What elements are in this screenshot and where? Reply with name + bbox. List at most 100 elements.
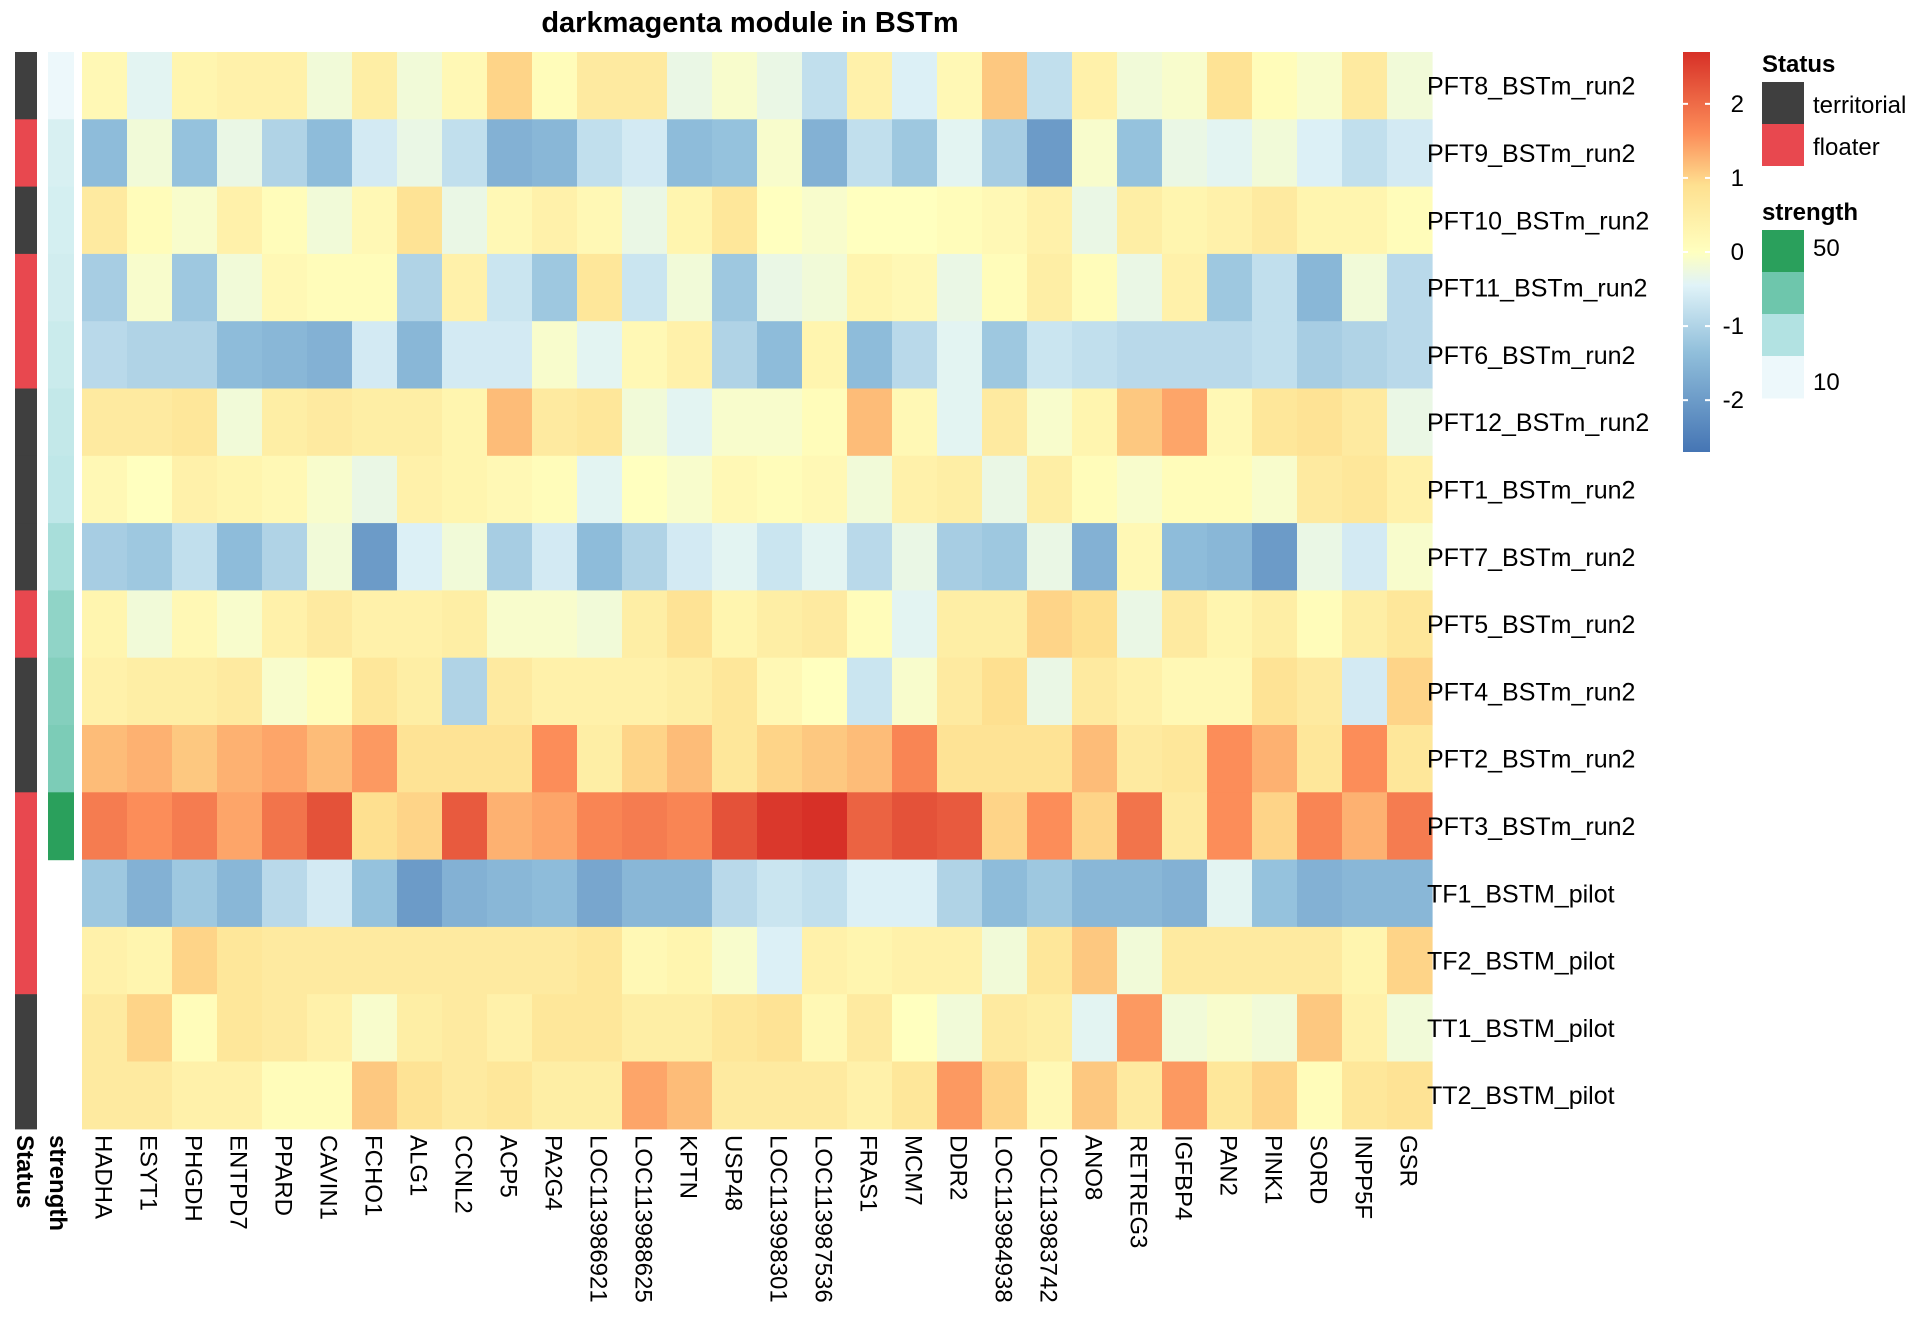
heatmap-cell xyxy=(1387,119,1433,188)
heatmap-cell xyxy=(982,926,1028,995)
status-legend-title: Status xyxy=(1762,51,1835,78)
heatmap-cell xyxy=(577,523,623,591)
heatmap-cell xyxy=(82,253,128,322)
heatmap-cell xyxy=(1072,523,1118,591)
heatmap-cell xyxy=(1207,321,1253,390)
heatmap-cell xyxy=(937,321,983,390)
heatmap-cell xyxy=(1297,859,1343,928)
column-label: CCNL2 xyxy=(450,1135,477,1214)
heatmap-cell xyxy=(307,321,353,390)
heatmap-cell xyxy=(397,321,443,390)
heatmap-cell xyxy=(442,186,488,255)
row-label: TF2_BSTM_pilot xyxy=(1427,948,1615,976)
heatmap-cell xyxy=(757,1061,803,1130)
heatmap-cell xyxy=(1162,590,1208,659)
heatmap-cell xyxy=(1162,253,1208,322)
heatmap-cell xyxy=(892,455,938,524)
strength-legend-swatch xyxy=(1762,230,1804,273)
strength-legend-title: strength xyxy=(1762,199,1858,226)
heatmap-cell xyxy=(622,1061,668,1130)
heatmap-cell xyxy=(352,792,398,861)
heatmap-cell xyxy=(127,523,173,591)
heatmap-cell xyxy=(802,186,848,255)
column-label: FRAS1 xyxy=(855,1135,882,1212)
heatmap-cell xyxy=(1207,590,1253,659)
heatmap-cell xyxy=(1207,926,1253,995)
heatmap-cell xyxy=(217,186,263,255)
heatmap-cell xyxy=(802,792,848,861)
heatmap-cell xyxy=(1027,859,1073,928)
column-label: SORD xyxy=(1305,1135,1332,1204)
heatmap-cell xyxy=(442,859,488,928)
heatmap-cell xyxy=(1342,657,1388,726)
column-label: LOC113998301 xyxy=(765,1135,792,1303)
heatmap-cell xyxy=(757,725,803,793)
heatmap-cell xyxy=(622,994,668,1063)
heatmap-cell xyxy=(1027,52,1073,120)
row-label: PFT9_BSTm_run2 xyxy=(1427,140,1635,168)
heatmap-cell xyxy=(892,321,938,390)
heatmap-cell xyxy=(442,1061,488,1130)
heatmap-cell xyxy=(1252,926,1298,995)
heatmap-cell xyxy=(397,52,443,120)
heatmap-cell xyxy=(487,523,533,591)
heatmap-cell xyxy=(667,657,713,726)
heatmap-cell xyxy=(1027,455,1073,524)
heatmap-cell xyxy=(1072,321,1118,390)
status-cell xyxy=(15,792,37,861)
heatmap-cell xyxy=(982,994,1028,1063)
heatmap-cell xyxy=(577,52,623,120)
row-label: TF1_BSTM_pilot xyxy=(1427,880,1615,908)
heatmap-cell xyxy=(442,523,488,591)
heatmap-cell xyxy=(487,186,533,255)
heatmap-cell xyxy=(1342,725,1388,793)
heatmap-cell xyxy=(937,994,983,1063)
heatmap-cell xyxy=(1117,1061,1163,1130)
heatmap-cell xyxy=(442,994,488,1063)
heatmap-cell xyxy=(1252,455,1298,524)
heatmap-cell xyxy=(262,994,308,1063)
heatmap-cell xyxy=(487,253,533,322)
heatmap-cell xyxy=(82,388,128,457)
column-label: ESYT1 xyxy=(135,1135,162,1211)
heatmap-cell xyxy=(982,657,1028,726)
column-label: ALG1 xyxy=(405,1135,432,1196)
heatmap-cell xyxy=(1297,455,1343,524)
heatmap-cell xyxy=(892,792,938,861)
heatmap-cell xyxy=(1162,523,1208,591)
heatmap-cell xyxy=(307,523,353,591)
heatmap-cell xyxy=(712,388,758,457)
heatmap-cell xyxy=(622,926,668,995)
heatmap-cell xyxy=(847,657,893,726)
heatmap-cell xyxy=(892,725,938,793)
heatmap-cell xyxy=(262,657,308,726)
heatmap-cell xyxy=(1297,253,1343,322)
heatmap-cell xyxy=(1297,52,1343,120)
heatmap-cell xyxy=(802,321,848,390)
heatmap-cell xyxy=(307,455,353,524)
heatmap-cell xyxy=(622,792,668,861)
heatmap-cell xyxy=(217,657,263,726)
heatmap-cell xyxy=(262,388,308,457)
heatmap-cell xyxy=(487,590,533,659)
heatmap-cell xyxy=(577,119,623,188)
heatmap-cell xyxy=(802,657,848,726)
heatmap-cell xyxy=(982,186,1028,255)
heatmap-cell xyxy=(307,253,353,322)
heatmap-cell xyxy=(352,253,398,322)
strength-cell xyxy=(48,186,74,255)
strength-legend-swatch xyxy=(1762,272,1804,315)
heatmap-cell xyxy=(442,52,488,120)
heatmap-cell xyxy=(397,792,443,861)
heatmap-cell xyxy=(667,926,713,995)
heatmap-cell xyxy=(802,590,848,659)
heatmap-cell xyxy=(352,52,398,120)
heatmap-cell xyxy=(217,388,263,457)
heatmap-cell xyxy=(352,725,398,793)
heatmap-cell xyxy=(1252,657,1298,726)
column-label: CAVIN1 xyxy=(315,1135,342,1220)
heatmap-cell xyxy=(1297,186,1343,255)
heatmap-cell xyxy=(1342,590,1388,659)
heatmap-cell xyxy=(622,859,668,928)
heatmap-cell xyxy=(712,926,758,995)
